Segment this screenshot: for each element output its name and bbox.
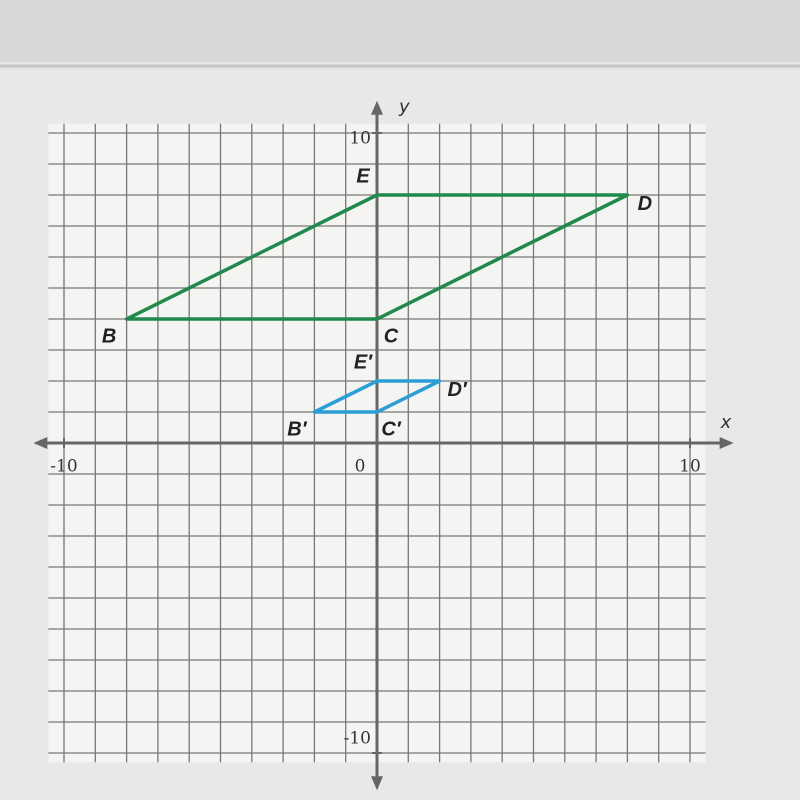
x-axis-label: x <box>720 412 732 433</box>
vertex-label: D′ <box>447 379 467 401</box>
coordinate-plane: x y -10 0 10 -10 10 B C D E B′ C′ D′ E′ <box>33 97 734 791</box>
x-tick-label: 10 <box>679 457 701 477</box>
shape <box>124 193 630 321</box>
x-tick-label: -10 <box>50 457 77 477</box>
y-tick-label: 10 <box>349 129 371 149</box>
y-axis-label: y <box>398 97 410 118</box>
vertex-label: E′ <box>354 351 373 373</box>
vertex-label: C′ <box>381 418 401 440</box>
vertex-label: E <box>356 165 370 187</box>
y-tick-label: -10 <box>344 729 371 749</box>
vertex-label: D <box>638 193 652 215</box>
vertex-label: C <box>384 325 399 347</box>
shape <box>312 379 442 414</box>
top-bar <box>0 0 800 62</box>
vertex-label: B <box>102 326 116 348</box>
x-tick-label: 0 <box>355 457 366 477</box>
vertex-label: B′ <box>287 419 307 441</box>
